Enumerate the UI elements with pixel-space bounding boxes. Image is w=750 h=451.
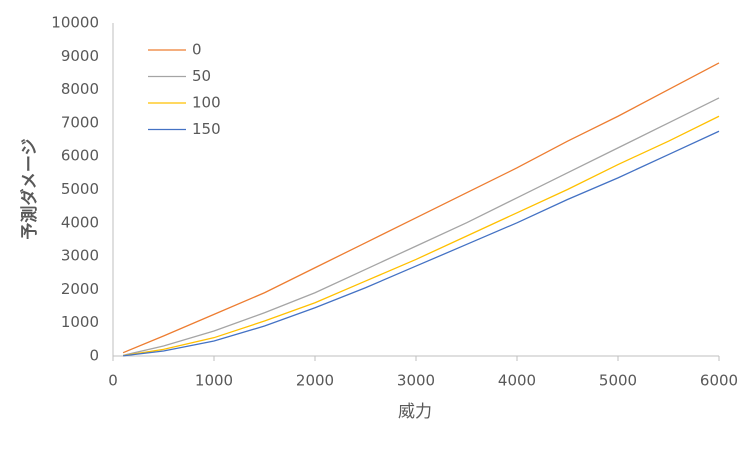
series-line <box>122 62 720 354</box>
series-line <box>122 97 720 356</box>
y-tick-label: 2000 <box>61 280 99 298</box>
y-tick-label: 4000 <box>61 213 99 231</box>
y-tick-label: 6000 <box>61 147 99 165</box>
y-tick-label: 1000 <box>61 313 99 331</box>
y-tick-label: 5000 <box>61 180 99 198</box>
y-tick-label: 9000 <box>61 47 99 65</box>
y-tick-label: 8000 <box>61 80 99 98</box>
y-axis-label: 予測ダメージ <box>19 138 40 239</box>
legend-label: 50 <box>192 67 211 85</box>
x-tick-label: 5000 <box>599 372 637 390</box>
x-tick-label: 1000 <box>195 372 233 390</box>
legend-label: 100 <box>192 94 221 112</box>
y-tick-label: 10000 <box>51 14 99 32</box>
x-axis-label: 威力 <box>398 402 432 422</box>
x-tick-label: 6000 <box>700 372 738 390</box>
x-tick-label: 0 <box>108 372 118 390</box>
legend-label: 150 <box>192 120 221 138</box>
y-tick-label: 0 <box>89 347 99 365</box>
y-tick-label: 7000 <box>61 113 99 131</box>
x-tick-label: 2000 <box>296 372 334 390</box>
x-tick-label: 3000 <box>397 372 435 390</box>
legend-label: 0 <box>192 41 202 59</box>
x-tick-label: 4000 <box>498 372 536 390</box>
series-line <box>122 115 720 357</box>
y-tick-label: 3000 <box>61 247 99 265</box>
series-line <box>123 130 720 357</box>
